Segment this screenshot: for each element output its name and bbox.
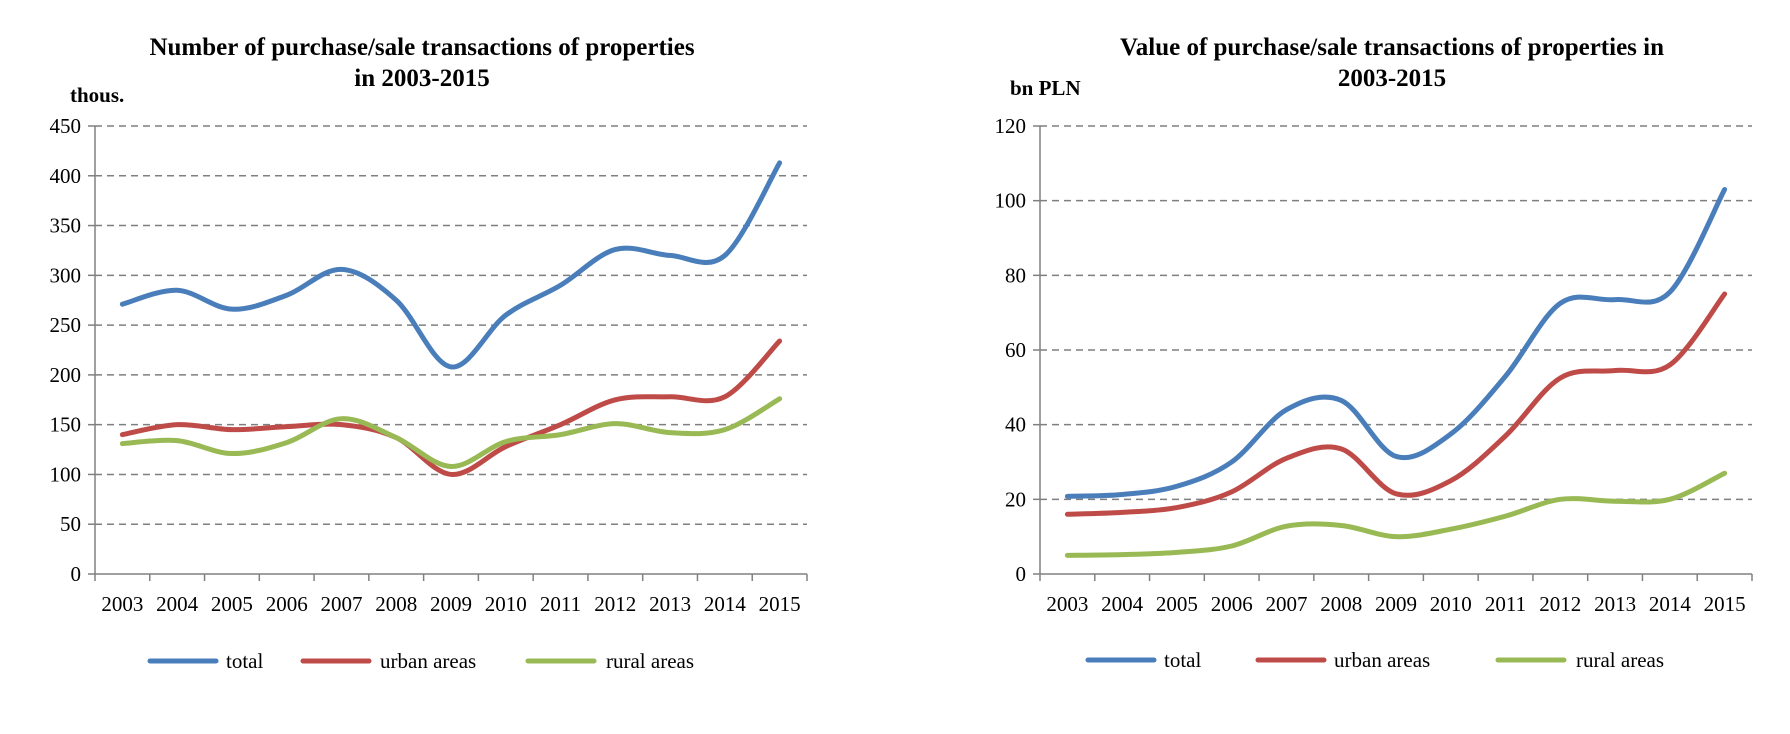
y-tick-label: 120 xyxy=(995,114,1027,138)
y-tick-label: 0 xyxy=(71,562,82,586)
x-tick-label: 2009 xyxy=(1375,592,1417,616)
legend-label-urban-areas: urban areas xyxy=(1334,648,1430,672)
chart-title-line: in 2003-2015 xyxy=(354,65,489,92)
series-line-urban-areas xyxy=(119,338,783,477)
x-tick-label: 2015 xyxy=(759,592,801,616)
transactions-value-chart: Value of purchase/sale transactions of p… xyxy=(940,0,1790,734)
x-tick-label: 2014 xyxy=(1649,592,1692,616)
y-tick-label: 450 xyxy=(50,114,82,138)
y-tick-label: 250 xyxy=(50,313,82,337)
x-tick-label: 2013 xyxy=(1594,592,1636,616)
series-line-rural-areas xyxy=(1064,470,1728,558)
transactions-count-chart-svg: Number of purchase/sale transactions of … xyxy=(50,34,808,673)
series-line-urban-areas xyxy=(1064,291,1728,517)
x-tick-label: 2010 xyxy=(485,592,527,616)
legend-label-rural-areas: rural areas xyxy=(1576,648,1664,672)
x-tick-label: 2003 xyxy=(101,592,143,616)
y-tick-label: 400 xyxy=(50,164,82,188)
x-tick-label: 2007 xyxy=(1265,592,1307,616)
x-tick-label: 2014 xyxy=(704,592,747,616)
x-tick-label: 2009 xyxy=(430,592,472,616)
y-tick-label: 100 xyxy=(50,462,82,486)
legend-label-rural-areas: rural areas xyxy=(606,649,694,673)
series-line-total xyxy=(1064,186,1728,499)
x-tick-label: 2004 xyxy=(1101,592,1144,616)
x-tick-label: 2011 xyxy=(1485,592,1526,616)
chart-title-line: Value of purchase/sale transactions of p… xyxy=(1120,34,1664,61)
x-tick-label: 2004 xyxy=(156,592,199,616)
series-line-rural-areas xyxy=(119,396,783,469)
y-axis-unit-label: thous. xyxy=(70,83,124,107)
y-tick-label: 350 xyxy=(50,214,82,238)
chart-title-line: 2003-2015 xyxy=(1338,65,1446,92)
transactions-value-chart-svg: Value of purchase/sale transactions of p… xyxy=(995,34,1753,672)
y-tick-label: 0 xyxy=(1016,562,1027,586)
x-tick-label: 2006 xyxy=(1211,592,1253,616)
y-tick-label: 300 xyxy=(50,263,82,287)
y-tick-label: 100 xyxy=(995,189,1027,213)
x-tick-label: 2015 xyxy=(1704,592,1746,616)
series-line-total xyxy=(119,160,783,370)
y-tick-label: 150 xyxy=(50,413,82,437)
x-tick-label: 2008 xyxy=(375,592,417,616)
y-tick-label: 50 xyxy=(60,512,81,536)
y-tick-label: 80 xyxy=(1005,263,1026,287)
x-tick-label: 2005 xyxy=(1156,592,1198,616)
legend-label-urban-areas: urban areas xyxy=(380,649,476,673)
x-tick-label: 2010 xyxy=(1430,592,1472,616)
x-tick-label: 2005 xyxy=(211,592,253,616)
x-tick-label: 2006 xyxy=(266,592,308,616)
legend-label-total: total xyxy=(1164,648,1201,672)
transactions-count-chart: Number of purchase/sale transactions of … xyxy=(0,0,880,734)
x-tick-label: 2003 xyxy=(1046,592,1088,616)
y-axis-unit-label: bn PLN xyxy=(1010,76,1081,100)
x-tick-label: 2011 xyxy=(540,592,581,616)
chart-title-line: Number of purchase/sale transactions of … xyxy=(149,34,694,61)
y-tick-label: 20 xyxy=(1005,487,1026,511)
x-tick-label: 2007 xyxy=(320,592,362,616)
y-tick-label: 40 xyxy=(1005,413,1026,437)
x-tick-label: 2012 xyxy=(1539,592,1581,616)
y-tick-label: 200 xyxy=(50,363,82,387)
x-tick-label: 2013 xyxy=(649,592,691,616)
x-tick-label: 2012 xyxy=(594,592,636,616)
legend-label-total: total xyxy=(226,649,263,673)
y-tick-label: 60 xyxy=(1005,338,1026,362)
x-tick-label: 2008 xyxy=(1320,592,1362,616)
